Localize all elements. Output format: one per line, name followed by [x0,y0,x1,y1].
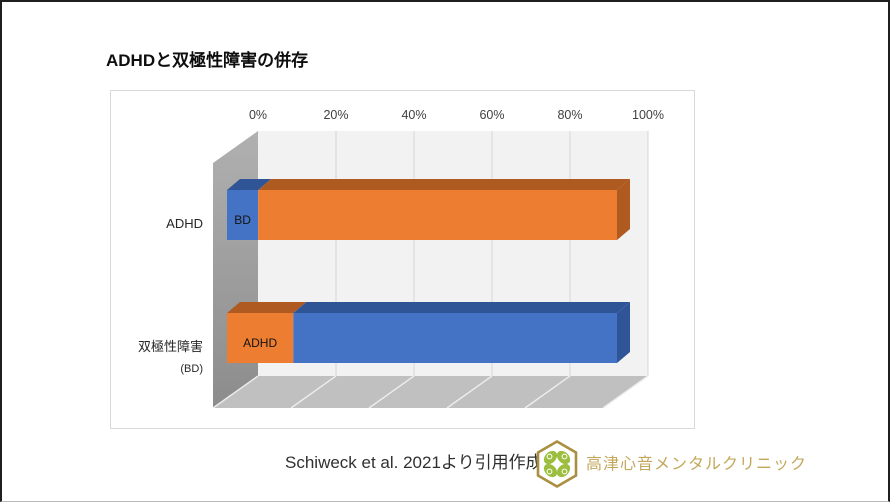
bar-segment [227,190,259,240]
chart-side-wall [213,131,258,408]
floor-gridline [602,375,649,409]
bar-segment-top-face [227,179,272,190]
clinic-logo [536,439,578,489]
x-tick-label: 40% [401,108,426,122]
segment-label: BD [234,213,251,227]
floor-gridline [290,375,337,409]
category-label: ADHD [166,216,203,231]
bar-segment [258,190,617,240]
chart-canvas: 0% 20% 40% 60% 80% 100% BD ADHD ADHD 双極性障害 (BD) [138,108,664,409]
page-title: ADHDと双極性障害の併存 [106,51,309,70]
bar-segment-end-face [617,302,630,363]
bar-segment-top-face [227,302,307,313]
x-tick-label: 80% [557,108,582,122]
floor-gridline [212,375,259,409]
clinic-name-text: 高津心音メンタルクリニック [586,456,808,473]
hexagon-icon [536,439,578,489]
bar-segment [227,313,294,363]
floor-gridline [446,375,493,409]
x-tick-label: 60% [479,108,504,122]
chart-floor [213,376,648,408]
bar-segment-top-face [293,302,630,313]
floor-gridline [368,375,415,409]
x-tick-label: 20% [323,108,348,122]
category-label: 双極性障害 [138,339,203,354]
bar-segment-top-face [258,179,630,190]
x-tick-label: 0% [249,108,267,122]
category-sublabel: (BD) [180,363,203,375]
chart-panel: 0% 20% 40% 60% 80% 100% BD ADHD ADHD 双極性障害 (BD) [110,90,695,429]
bar-segment-end-face [617,179,630,240]
butterfly-leaf-icon [543,450,571,478]
x-tick-label: 100% [632,108,664,122]
footer-source-text: Schiweck et al. 2021より引用作成 [285,453,543,472]
bar-segment [293,313,617,363]
floor-gridline [524,375,571,409]
segment-label: ADHD [243,336,277,350]
